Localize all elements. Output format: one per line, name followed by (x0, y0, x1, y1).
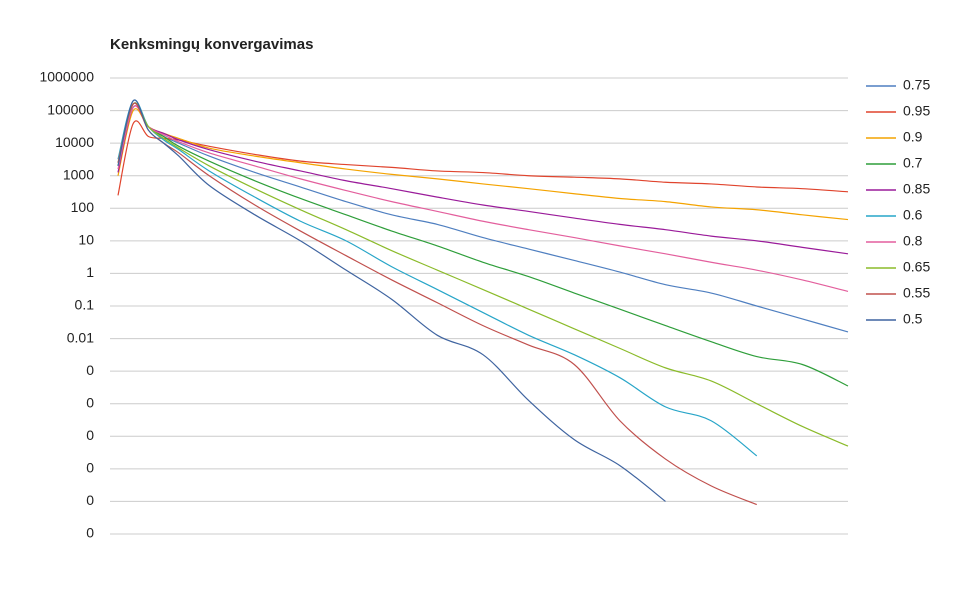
line (117, 99, 666, 502)
legend-label: 0.8 (903, 233, 923, 249)
legend-label: 0.55 (903, 285, 930, 301)
line (117, 99, 758, 457)
legend-label: 0.85 (903, 181, 930, 197)
y-tick-label: 0 (86, 525, 94, 541)
line (117, 102, 849, 333)
legend-label: 0.9 (903, 129, 923, 145)
y-tick-label: 100000 (47, 101, 94, 117)
legend-label: 0.75 (903, 77, 930, 93)
chart-title: Kenksmingų konvergavimas (110, 36, 313, 53)
line (117, 108, 849, 221)
y-tick-label: 0 (86, 427, 94, 443)
y-tick-label: 1 (86, 264, 94, 280)
legend-label: 0.7 (903, 155, 923, 171)
y-tick-label: 1000000 (39, 69, 94, 85)
y-tick-label: 0.01 (67, 329, 94, 345)
legend-label: 0.95 (903, 103, 930, 119)
y-tick-label: 0 (86, 460, 94, 476)
line (117, 105, 849, 293)
line (117, 105, 849, 255)
legend-label: 0.65 (903, 259, 930, 275)
y-tick-label: 0 (86, 394, 94, 410)
line (117, 102, 849, 387)
y-tick-label: 1000 (63, 166, 94, 182)
line (117, 102, 849, 447)
y-tick-label: 10 (78, 232, 94, 248)
y-tick-label: 0 (86, 492, 94, 508)
legend-label: 0.6 (903, 207, 923, 223)
y-tick-label: 0 (86, 362, 94, 378)
y-tick-label: 10000 (55, 134, 94, 150)
y-tick-label: 100 (71, 199, 95, 215)
legend-label: 0.5 (903, 311, 923, 327)
y-tick-label: 0.1 (75, 297, 95, 313)
